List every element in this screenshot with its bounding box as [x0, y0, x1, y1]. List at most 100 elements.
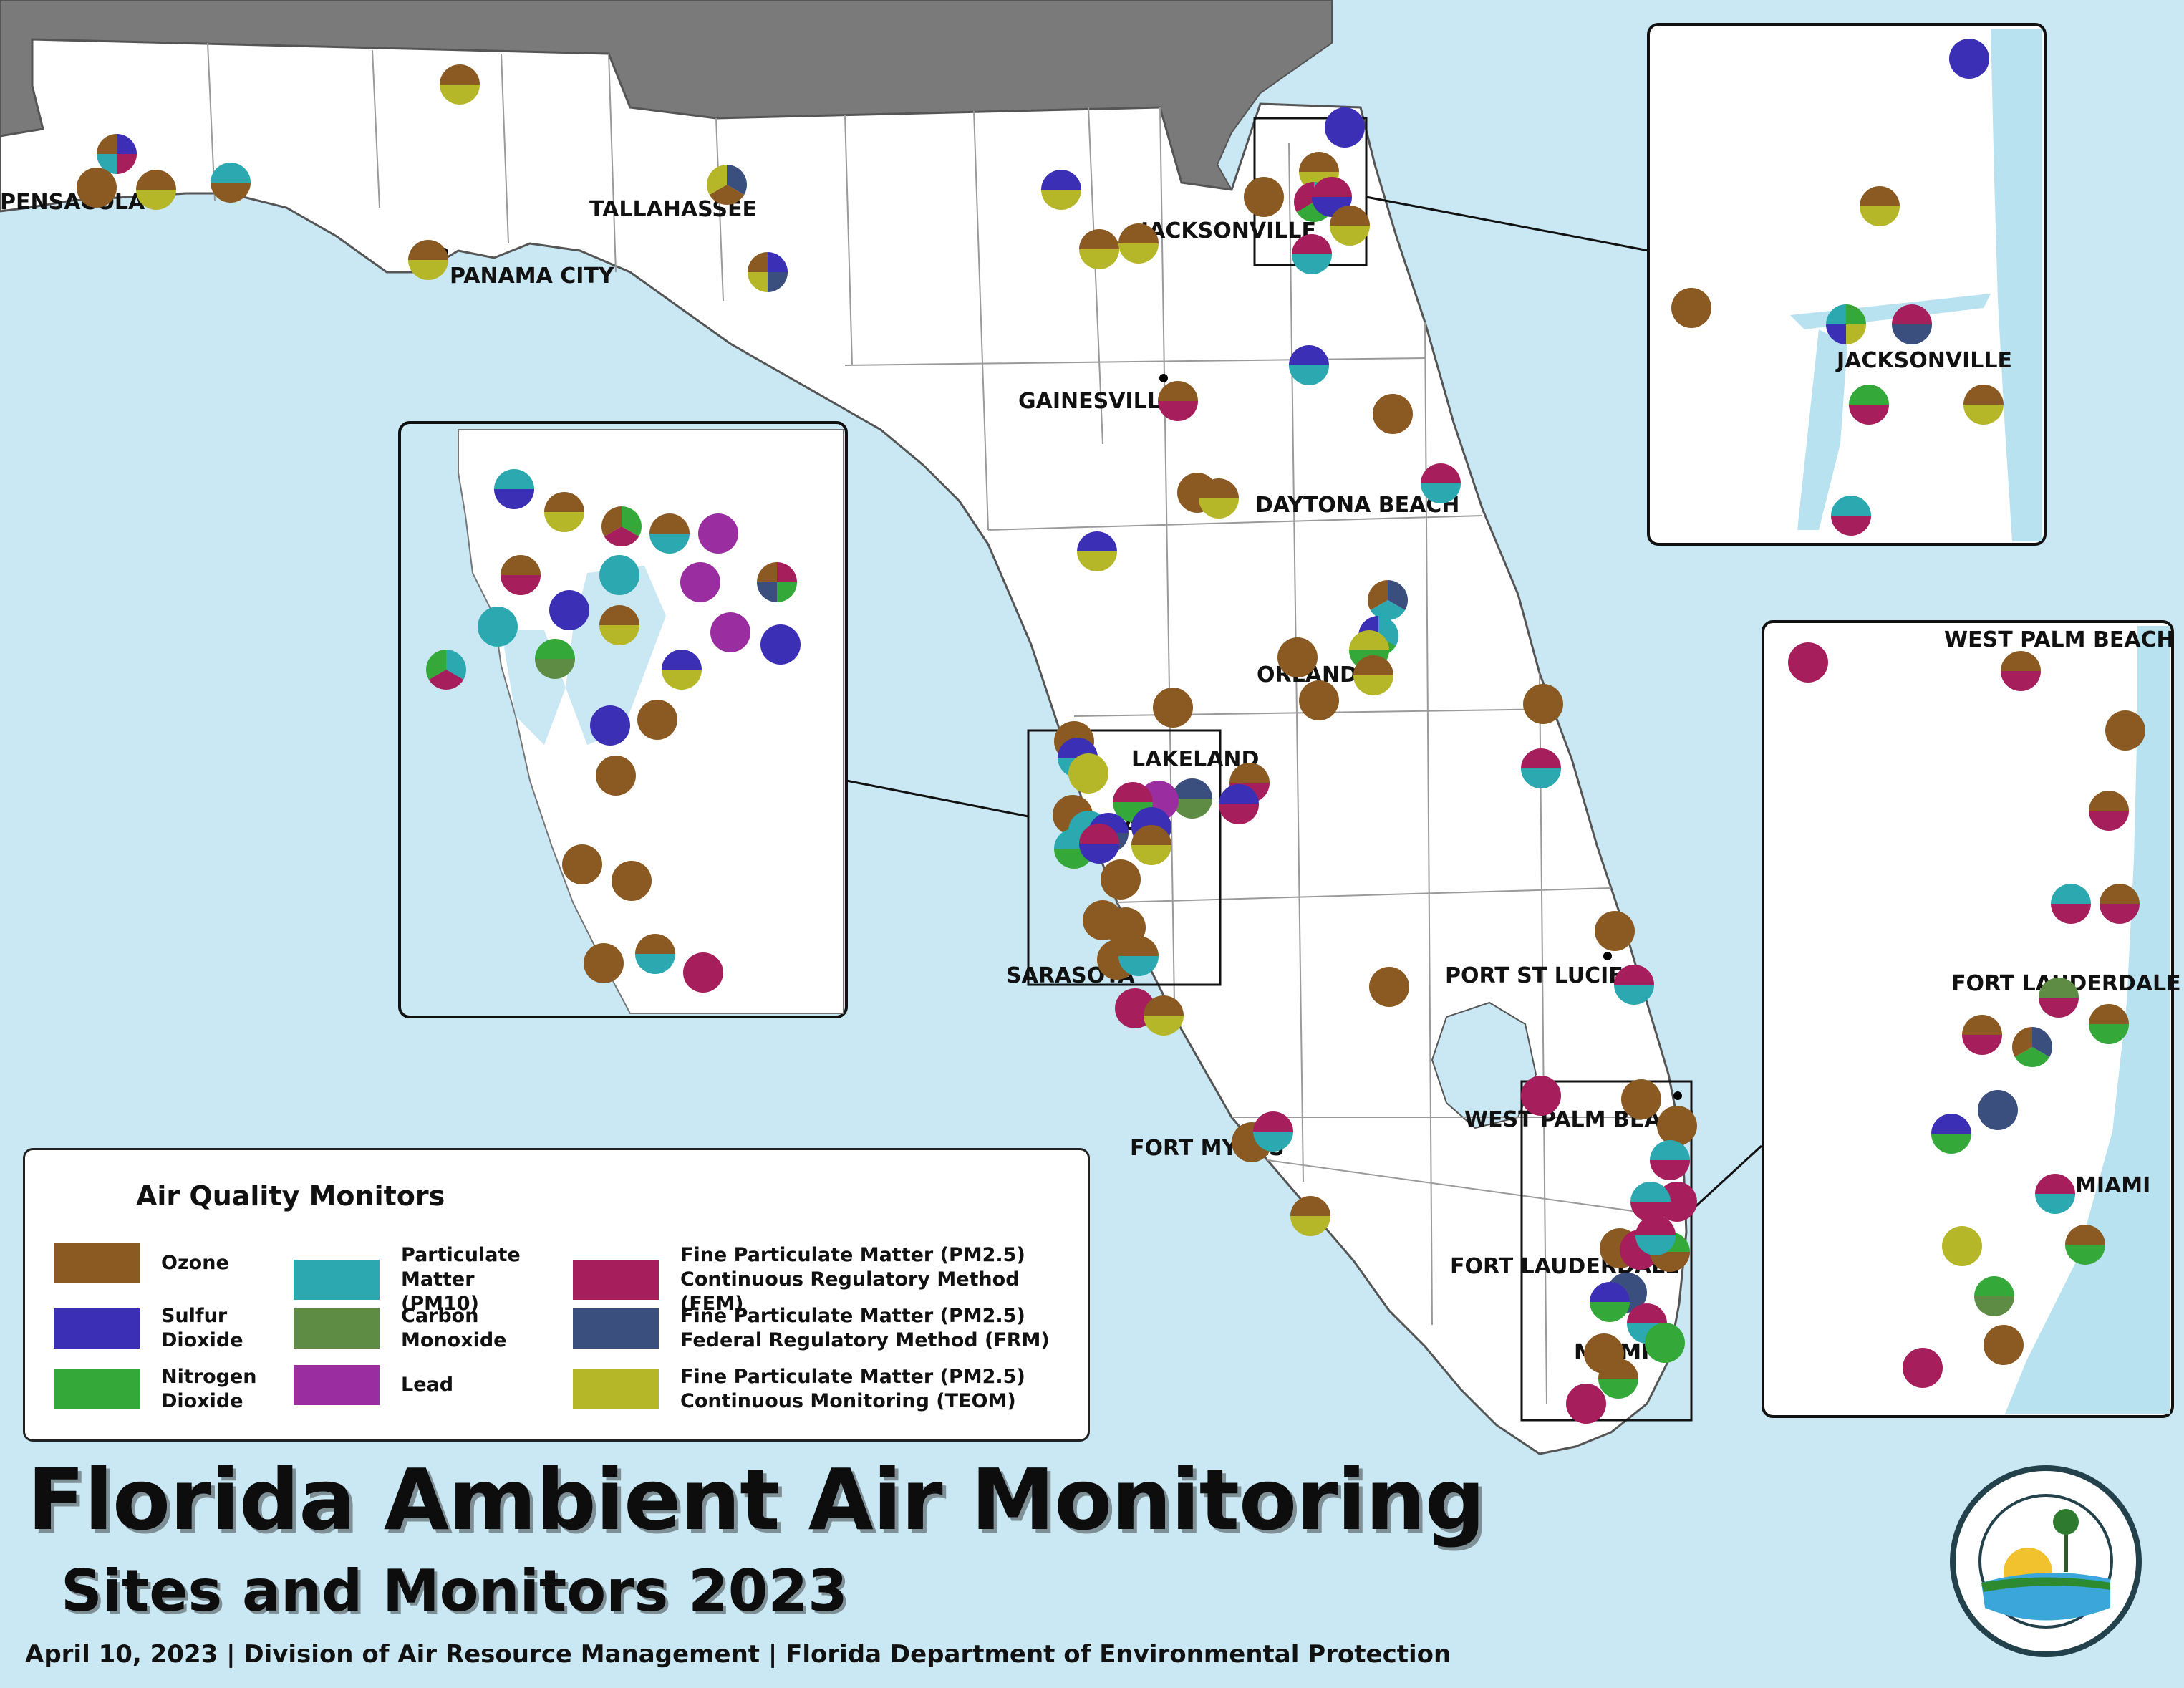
pie-slice — [649, 513, 690, 534]
pie-slice — [1158, 381, 1198, 401]
pie-slice — [1523, 684, 1563, 724]
footer-credits: April 10, 2023 | Division of Air Resourc… — [25, 1640, 1451, 1669]
pie-slice — [544, 492, 584, 512]
legend-label: Particulate Matter (PM10) — [401, 1244, 521, 1315]
monitor-site-pie — [612, 861, 652, 901]
pie-slice — [1199, 478, 1239, 498]
pie-slice — [1931, 1114, 1971, 1134]
pie-slice — [2105, 710, 2145, 751]
monitor-site-pie — [77, 168, 117, 208]
pie-slice — [1079, 249, 1119, 269]
monitor-site-pie — [1330, 206, 1370, 246]
pie-slice — [2035, 1174, 2075, 1194]
monitor-site-pie — [1290, 1196, 1330, 1236]
monitor-site-pie — [649, 513, 690, 554]
pie-slice — [1289, 365, 1329, 385]
legend: Air Quality Monitors Ozone Sulfur Dioxide… — [23, 1148, 1090, 1442]
pie-slice — [1292, 234, 1332, 254]
monitor-site-pie — [2051, 884, 2091, 924]
city-label: DAYTONA BEACH — [1255, 493, 1459, 518]
monitor-site-pie — [544, 492, 584, 532]
pie-slice — [1219, 784, 1259, 804]
monitor-site-pie — [426, 650, 466, 690]
legend-title: Air Quality Monitors — [136, 1180, 445, 1212]
pie-slice — [136, 170, 176, 190]
monitor-site-pie — [707, 165, 747, 205]
monitor-site-pie — [1199, 478, 1239, 519]
pie-slice — [2039, 978, 2079, 998]
legend-item-no2: Nitrogen Dioxide — [54, 1365, 311, 1414]
pie-slice — [446, 650, 466, 680]
pie-slice — [1079, 844, 1119, 864]
pie-slice — [1645, 1323, 1685, 1363]
pie-slice — [637, 700, 677, 740]
pie-slice — [1984, 1325, 2024, 1365]
pie-slice — [428, 670, 464, 690]
pie-slice — [1974, 1276, 2014, 1296]
monitor-site-pie — [599, 605, 639, 645]
jacksonville-connector — [1366, 196, 1649, 252]
pie-slice — [77, 168, 117, 208]
pie-slice — [1079, 824, 1119, 844]
legend-item-o3: Ozone — [54, 1243, 311, 1283]
monitor-site-pie — [1978, 1090, 2018, 1130]
pie-slice — [768, 272, 788, 292]
pie-slice — [1892, 304, 1932, 324]
pie-slice — [1962, 1035, 2002, 1055]
pie-slice — [2089, 791, 2129, 811]
monitor-site-pie — [1962, 1015, 2002, 1055]
pie-slice — [1118, 223, 1159, 243]
pie-slice — [2035, 1194, 2075, 1214]
monitor-site-pie — [211, 163, 251, 203]
pie-slice — [117, 134, 137, 154]
monitor-site-pie — [2065, 1225, 2105, 1265]
pie-slice — [1590, 1302, 1630, 1322]
pie-slice — [1962, 1015, 2002, 1035]
pie-slice — [662, 650, 702, 670]
pie-slice — [1312, 177, 1352, 197]
pie-slice — [1077, 551, 1117, 571]
monitor-site-pie — [1650, 1140, 1690, 1180]
pie-slice — [1846, 324, 1866, 344]
pie-slice — [1949, 39, 1989, 79]
pie-slice — [596, 756, 636, 796]
monitor-site-pie — [1153, 688, 1193, 728]
pie-slice — [680, 562, 720, 602]
pie-slice — [2001, 651, 2041, 671]
pie-slice — [1627, 1303, 1667, 1323]
city-label: PORT ST LUCIE — [1445, 963, 1623, 988]
monitor-site-pie — [710, 612, 750, 652]
pie-slice — [1294, 182, 1314, 212]
legend-swatch — [54, 1243, 140, 1283]
pie-slice — [1131, 825, 1171, 845]
jacksonville-inset — [1647, 23, 2047, 546]
pie-slice — [2051, 884, 2091, 904]
pie-slice — [777, 582, 797, 602]
monitor-site-pie — [1621, 1079, 1661, 1119]
monitor-site-pie — [1671, 288, 1711, 328]
pie-slice — [1650, 1140, 1690, 1160]
legend-item-so2: Sulfur Dioxide — [54, 1304, 311, 1353]
pie-slice — [1630, 1182, 1671, 1202]
pie-slice — [599, 555, 639, 595]
pie-slice — [1963, 385, 2004, 405]
monitor-site-pie — [1903, 1348, 1943, 1388]
monitor-site-pie — [1984, 1325, 2024, 1365]
pie-slice — [562, 844, 602, 884]
monitor-site-pie — [1635, 1215, 1676, 1255]
map-title: Florida Ambient Air Monitoring — [27, 1450, 1485, 1549]
pie-slice — [710, 612, 750, 652]
pie-slice — [535, 659, 575, 679]
pie-slice — [1849, 405, 1889, 425]
pie-slice — [2032, 1027, 2052, 1057]
pie-slice — [635, 934, 675, 954]
monitor-site-pie — [1963, 385, 2004, 425]
monitor-site-pie — [596, 756, 636, 796]
city-label: PANAMA CITY — [450, 264, 615, 289]
pie-slice — [1635, 1215, 1676, 1235]
city-label: GAINESVILLE — [1018, 389, 1175, 414]
monitor-site-pie — [637, 700, 677, 740]
pie-slice — [1349, 630, 1389, 650]
legend-swatch — [294, 1308, 380, 1349]
city-dot — [1603, 952, 1612, 960]
